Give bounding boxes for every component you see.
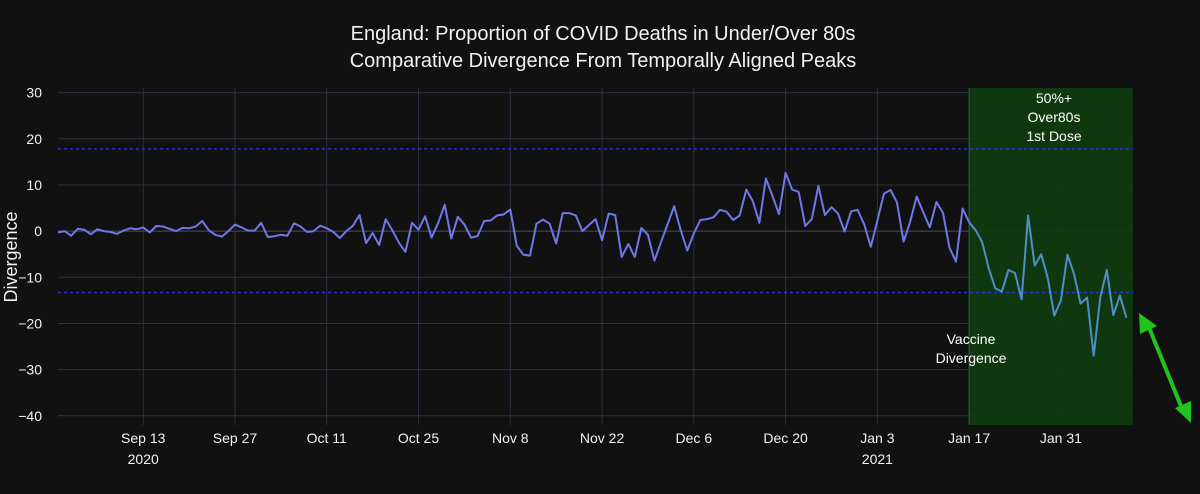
series-line-vaccine-period: [968, 214, 1128, 357]
y-axis-label: Divergence: [1, 211, 21, 302]
x-tick-year: 2021: [862, 451, 893, 467]
y-tick-label: −30: [18, 362, 42, 378]
annotation-line-2: Divergence: [936, 350, 1007, 366]
series-line: [57, 171, 971, 263]
x-tick-label: Sep 13: [121, 430, 166, 446]
y-tick-label: −10: [18, 269, 42, 285]
y-tick-label: 10: [26, 177, 42, 193]
y-tick-label: 30: [26, 85, 42, 101]
x-tick-label: Jan 17: [948, 430, 990, 446]
shade-label-line-2: Over80s: [1028, 109, 1081, 125]
x-tick-label: Nov 8: [492, 430, 529, 446]
x-tick-label: Sep 27: [213, 430, 258, 446]
y-tick-label: −40: [18, 408, 42, 424]
y-tick-label: 0: [34, 223, 42, 239]
annotation-line-1: Vaccine: [947, 331, 996, 347]
shaded-region: [968, 88, 1133, 425]
x-tick-year: 2020: [128, 451, 159, 467]
y-ticks: 30 20 10 0 −10 −20 −30 −40: [18, 85, 42, 424]
x-tick-label: Nov 22: [580, 430, 625, 446]
series-lines: [57, 171, 1128, 357]
arrow-icon: [1139, 313, 1191, 423]
x-tick-label: Jan 3: [860, 430, 894, 446]
chart-title-line-1: England: Proportion of COVID Deaths in U…: [351, 23, 856, 45]
chart-title-line-2: Comparative Divergence From Temporally A…: [350, 50, 857, 72]
x-tick-label: Oct 11: [307, 430, 347, 446]
x-tick-label: Oct 25: [398, 430, 439, 446]
y-tick-label: −20: [18, 315, 42, 331]
shade-label-line-3: 1st Dose: [1026, 128, 1081, 144]
shade-label-line-1: 50%+: [1036, 90, 1072, 106]
x-ticks: Sep 13 2020 Sep 27 Oct 11 Oct 25 Nov 8 Nov 22 D…: [121, 430, 1082, 467]
x-tick-label: Dec 20: [763, 430, 808, 446]
y-tick-label: 20: [26, 131, 42, 147]
vaccine-shade-rect: [969, 88, 1133, 425]
reference-lines: [58, 148, 1133, 294]
grid: [58, 88, 1133, 425]
x-tick-label: Jan 31: [1040, 430, 1082, 446]
x-tick-label: Dec 6: [676, 430, 713, 446]
